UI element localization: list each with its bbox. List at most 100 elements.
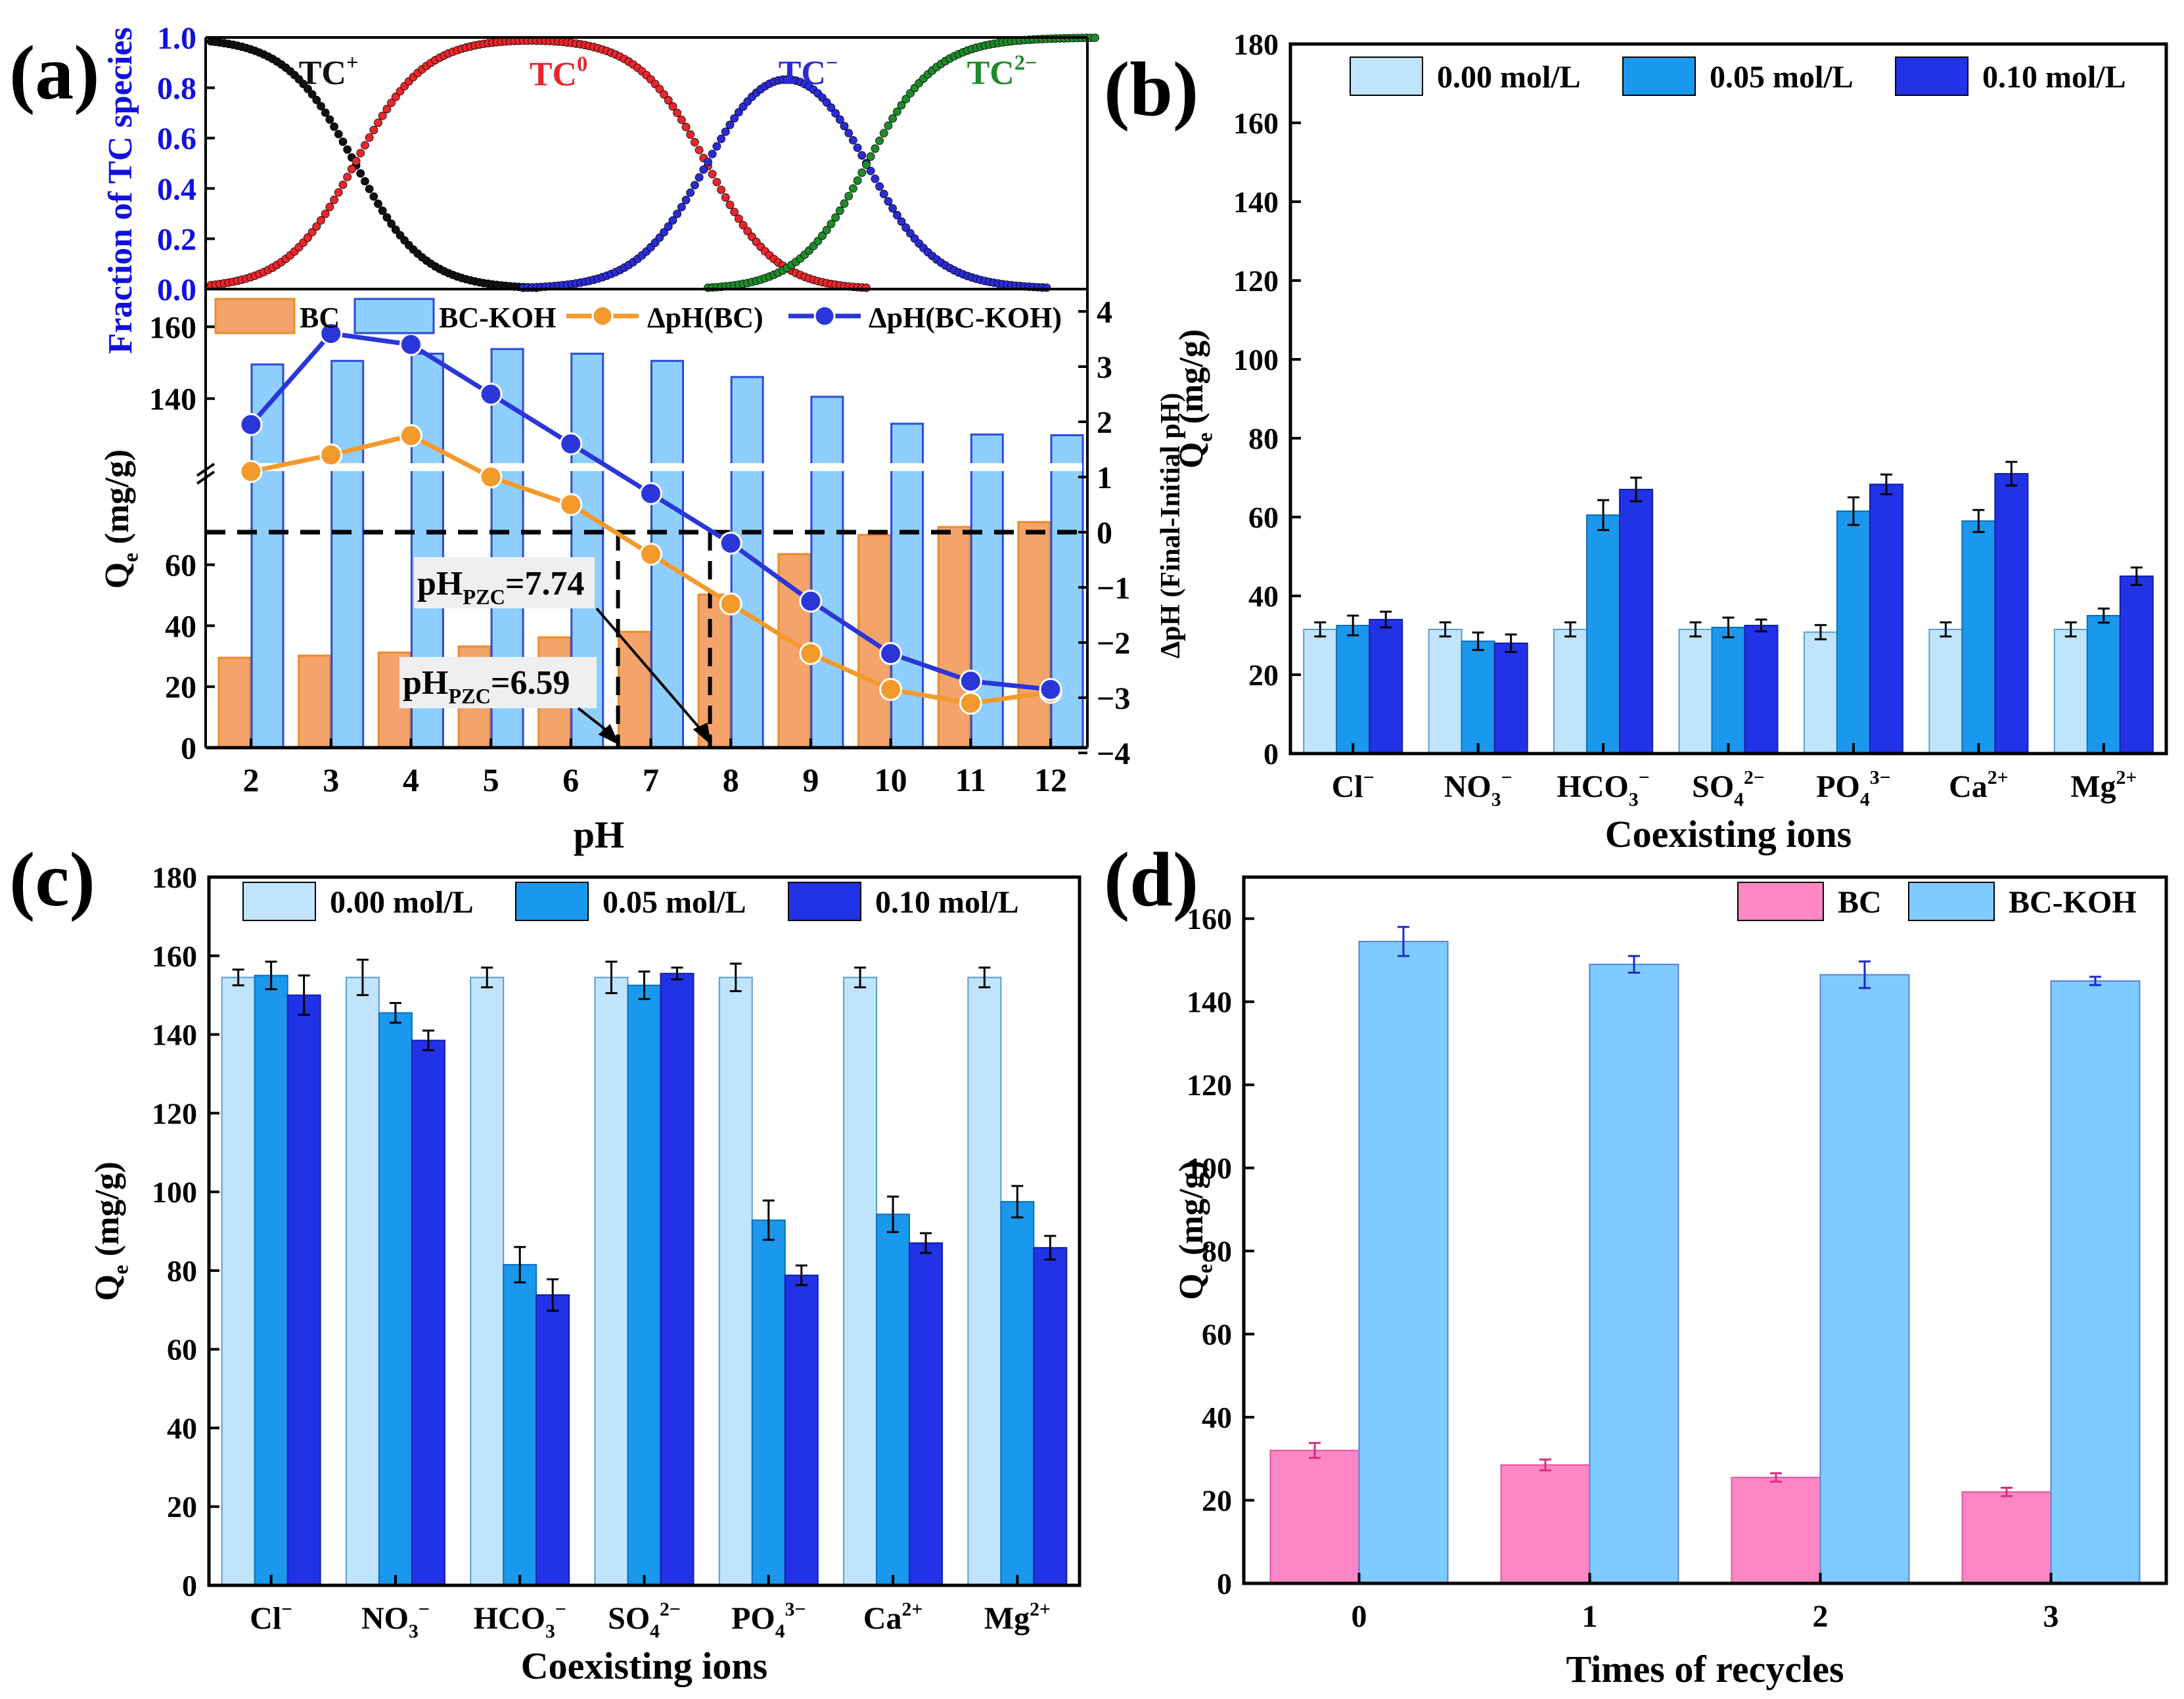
legend-swatch — [214, 298, 296, 334]
text-part: (mg/g) — [89, 1162, 126, 1265]
bar — [2053, 629, 2088, 754]
x-tick-label: Cl− — [1332, 767, 1375, 804]
bar — [1269, 1449, 1360, 1584]
text-part: 4 — [650, 1620, 660, 1642]
text-part: 4 — [1860, 788, 1870, 810]
species-point — [343, 172, 352, 181]
species-point — [884, 197, 893, 206]
text-part: (mg/g) — [99, 449, 136, 553]
bar — [1731, 1476, 1821, 1584]
x-tick-label: 5 — [483, 761, 499, 798]
x-tick-label: 2 — [1813, 1599, 1829, 1634]
species-point — [892, 211, 901, 219]
error-bar — [1940, 621, 1952, 638]
error-bar — [1770, 1472, 1782, 1483]
species-tc- — [518, 75, 1051, 292]
y-tick-label: 0 — [181, 731, 196, 766]
bar — [2086, 615, 2121, 754]
y-tick-label: 0 — [1097, 516, 1112, 551]
x-tick-label: HCO3− — [474, 1598, 566, 1642]
species-point — [849, 184, 857, 193]
bar — [2119, 576, 2154, 754]
error-bar — [1859, 960, 1871, 989]
y-tick-label: 180 — [1233, 28, 1279, 61]
text-part: − — [555, 1598, 566, 1620]
bar — [1000, 1201, 1035, 1587]
panel-d: 0 20 40 60 80 100 120 140 160 0 1 2 3 Times of recycl… — [1104, 836, 2168, 1690]
species-point — [338, 137, 348, 147]
series-0-10-mol-l — [1369, 461, 2154, 754]
error-bar — [1597, 499, 1610, 532]
error-bar — [422, 1030, 434, 1052]
bar — [967, 976, 1002, 1586]
species-point — [888, 204, 898, 213]
y-axis: 0 20 40 60 80 100 120 140 160 180 — [1233, 28, 1301, 771]
text-part: 3 — [1629, 788, 1639, 810]
legend-label: BC-KOH — [2009, 885, 2137, 920]
x-axis-title: Coexisting ions — [521, 1644, 767, 1687]
series-marker — [879, 677, 903, 701]
x-axis-title: pH — [574, 813, 624, 856]
legend-swatch — [1895, 57, 1968, 96]
text-part: Q — [89, 1275, 126, 1301]
y-axis: 0 20 40 60 80 100 120 140 160 180 — [152, 861, 219, 1602]
panel-a: 0.0 0.2 0.4 0.6 0.8 1.0 Fraction of TC species… — [9, 21, 1186, 856]
species-point — [378, 206, 387, 215]
error-bar — [298, 974, 310, 1016]
text-part: e — [109, 1265, 133, 1274]
annotation-box — [414, 557, 595, 608]
species-point — [708, 170, 717, 179]
species-point — [831, 109, 840, 118]
species-point — [369, 192, 378, 201]
y-tick-label: 160 — [1187, 902, 1232, 936]
series-marker — [479, 382, 503, 406]
species-point — [330, 122, 338, 131]
species-point — [871, 174, 880, 183]
species-point — [840, 199, 849, 208]
y-axis: 0 20 40 60 80 100 120 140 160 — [1187, 902, 1254, 1600]
error-bar — [1630, 476, 1643, 503]
series-0-10-mol-l — [286, 966, 1068, 1587]
bar — [627, 984, 662, 1586]
species-point — [677, 115, 686, 124]
species-point — [844, 192, 853, 200]
species-point — [330, 195, 338, 204]
species-point — [673, 108, 682, 118]
y-tick-label: 160 — [149, 310, 196, 345]
species-point — [884, 121, 893, 130]
bar — [1303, 629, 1338, 754]
y-tick-label: 0.4 — [157, 172, 196, 207]
bar — [254, 974, 288, 1586]
species-point — [712, 177, 721, 187]
y-tick-label: 0.2 — [157, 222, 196, 257]
y-tick-label: 20 — [167, 1490, 197, 1524]
series-marker — [1039, 677, 1062, 701]
x-axis: Cl− NO3− HCO3− SO42− PO43− Ca2+ Mg2+ — [1332, 743, 2137, 810]
y-tick-label: 3 — [1097, 350, 1112, 385]
species-point — [691, 138, 699, 147]
y-tick-label: 60 — [1202, 1318, 1232, 1351]
species-point — [686, 188, 695, 197]
series-bc-koh — [1358, 926, 2141, 1584]
error-bar — [1880, 473, 1892, 495]
error-bar — [920, 1232, 932, 1254]
text-part: + — [346, 51, 358, 74]
legend-marker — [813, 305, 836, 327]
species-point — [352, 156, 361, 166]
y-tick-label: 100 — [1187, 1152, 1232, 1185]
y-tick-label: 1 — [1097, 461, 1112, 495]
error-bar — [2001, 1487, 2013, 1497]
y-axis-title: Qe (mg/g) — [1173, 1160, 1217, 1300]
y-tick-label: 60 — [167, 1333, 197, 1367]
species-point — [831, 213, 840, 222]
bar-bc — [298, 654, 332, 749]
text-part: − — [419, 1598, 430, 1620]
y-tick-label: 80 — [1248, 422, 1279, 455]
series-marker — [719, 592, 742, 616]
y-tick-label: −3 — [1097, 681, 1130, 716]
error-bar — [2005, 461, 2018, 487]
series-marker — [799, 589, 823, 613]
text-part: Ca — [1949, 769, 1988, 804]
